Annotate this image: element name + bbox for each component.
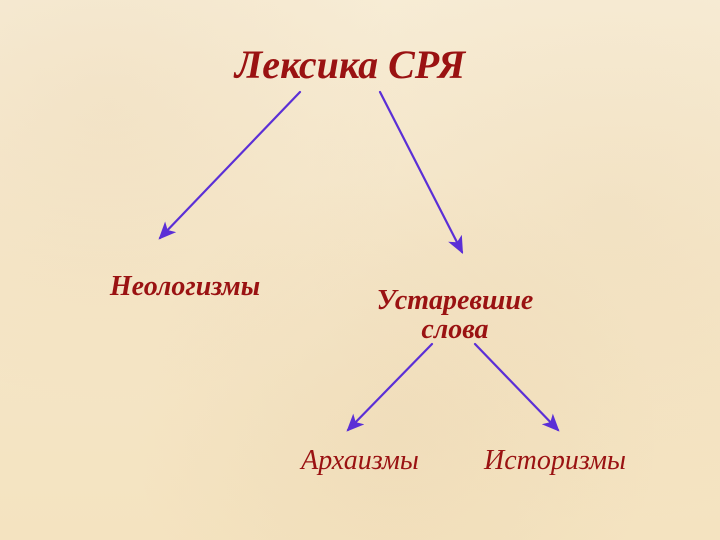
node-title-text: Лексика СРЯ [235,42,465,87]
slide-canvas: Лексика СРЯ Неологизмы Устаревшие слова … [0,0,720,540]
node-neolog-text: Неологизмы [110,271,260,302]
node-obsolete: Устаревшие слова [377,286,534,345]
node-title: Лексика СРЯ [235,44,465,86]
edge-arrow [475,344,558,430]
node-hist-text: Историзмы [484,445,626,476]
node-historicisms: Историзмы [484,446,626,475]
node-arch-text: Архаизмы [301,445,419,476]
node-archaisms: Архаизмы [301,446,419,475]
edge-arrow [380,92,462,252]
edge-arrow [160,92,300,238]
node-ustar-text: Устаревшие слова [377,285,534,345]
node-neologisms: Неологизмы [110,272,260,301]
edge-arrow [348,344,432,430]
